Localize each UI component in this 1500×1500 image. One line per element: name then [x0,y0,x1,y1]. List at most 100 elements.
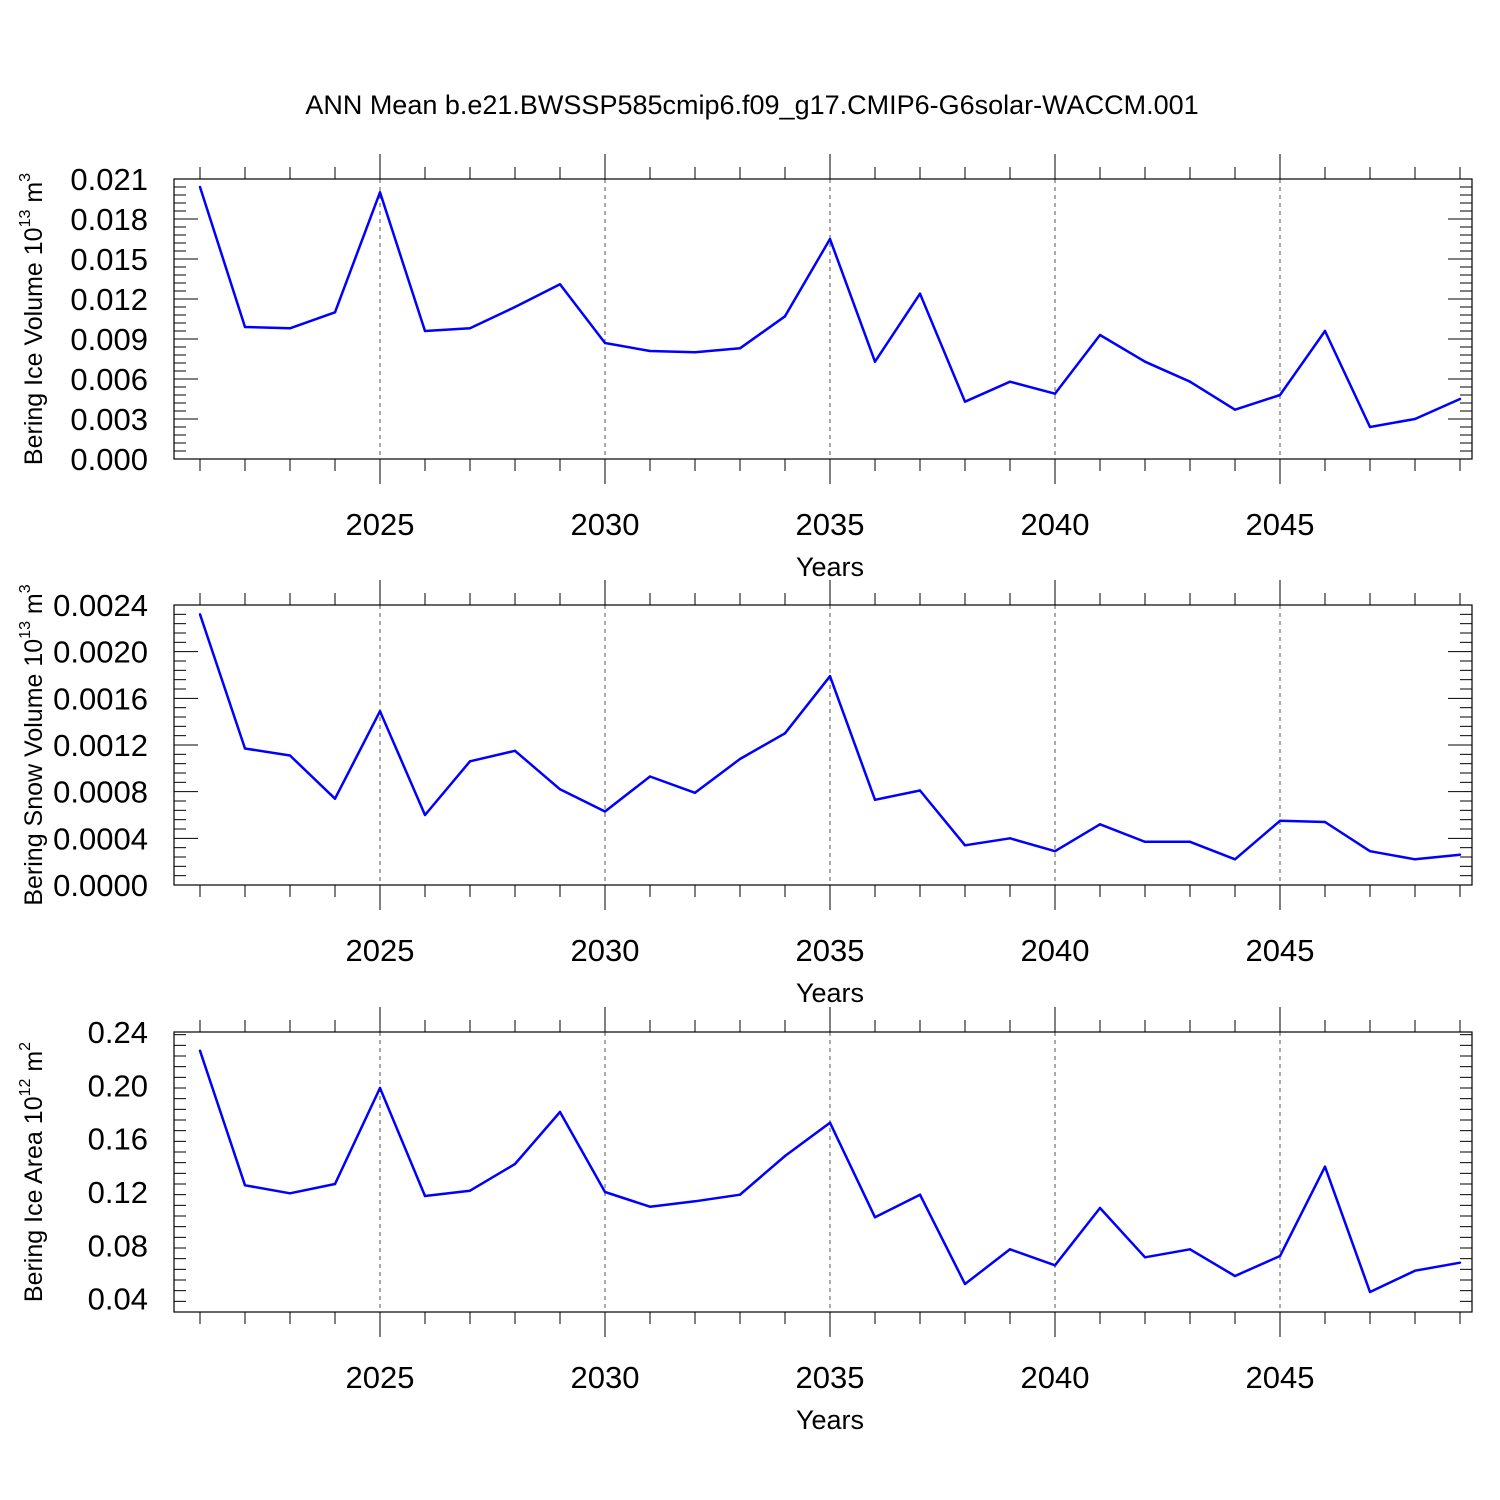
data-point-2034 [783,315,787,318]
data-point-2029 [558,1110,562,1114]
data-point-2032 [693,351,697,354]
y-tick-label: 0.003 [70,402,148,437]
data-point-2034 [783,1154,787,1158]
data-point-2035 [828,237,832,241]
data-point-2039 [1008,837,1012,840]
data-point-2022 [243,325,247,329]
data-point-2047 [1368,1290,1372,1294]
data-point-2029 [558,788,562,791]
panel-3: 0.04 0.08 0.12 0.16 0.20 0.24 2025 2030 2035 2040… [17,1007,1473,1435]
data-point-2038 [963,1282,967,1286]
x-tick-label: 2035 [796,507,865,542]
x-tick-label: 2040 [1021,1360,1090,1395]
data-point-2033 [738,347,742,350]
data-point-2036 [873,360,877,363]
data-point-2028 [513,305,517,309]
y-axis-label: Bering Ice Volume 1013 m3 [17,173,48,465]
x-tick-label: 2045 [1246,507,1315,542]
y-axis-label: Bering Snow Volume 1013 m3 [17,584,48,905]
x-axis-label: Years [796,1405,864,1435]
plot-frame [173,604,1473,886]
data-point-2021 [198,613,202,616]
x-tick-label: 2025 [346,507,415,542]
x-tick-label: 2035 [796,933,865,968]
y-tick-label: 0.018 [70,202,148,237]
data-point-2038 [963,844,967,847]
y-tick-label: 0.0016 [53,681,148,716]
x-tick-label: 2040 [1021,933,1090,968]
x-tick-label: 2045 [1246,1360,1315,1395]
data-point-2039 [1008,1248,1012,1251]
y-tick-label: 0.0024 [53,588,148,623]
data-point-2024 [333,1182,337,1186]
data-point-2033 [738,757,742,761]
data-point-2021 [198,185,202,189]
y-tick-label: 0.12 [88,1175,148,1210]
data-point-2027 [468,327,472,330]
data-point-2049 [1458,853,1462,856]
data-point-2037 [918,1193,922,1196]
data-point-2045 [1278,393,1282,397]
data-point-2030 [603,341,607,345]
data-point-2029 [558,283,562,286]
y-tick-label: 0.0000 [53,868,148,903]
data-point-2049 [1458,397,1462,401]
data-point-2042 [1143,360,1147,363]
data-point-2037 [918,292,922,295]
y-tick-label: 0.16 [88,1122,148,1157]
y-axis-label: Bering Ice Area 1012 m2 [17,1042,48,1302]
data-point-2042 [1143,840,1147,844]
data-point-2048 [1413,858,1417,861]
y-tick-label: 0.0004 [53,821,148,856]
y-tick-label: 0.012 [70,282,148,317]
data-point-2021 [198,1049,202,1052]
y-tick-label: 0.009 [70,322,148,357]
data-point-2043 [1188,840,1192,844]
data-point-2030 [603,810,607,813]
data-point-2035 [828,674,832,678]
data-point-2024 [333,797,337,800]
x-tick-label: 2030 [571,1360,640,1395]
data-point-2048 [1413,417,1417,421]
y-tick-label: 0.000 [70,442,148,477]
data-point-2023 [288,754,292,757]
data-point-2026 [423,813,427,817]
data-point-2023 [288,327,292,330]
x-tick-label: 2030 [571,933,640,968]
y-tick-label: 0.24 [88,1015,148,1050]
data-point-2031 [648,1205,652,1208]
y-tick-label: 0.0008 [53,775,148,810]
panel-2: 0.0000 0.0004 0.0008 0.0012 0.0016 0.0020 0.00… [17,580,1473,1008]
data-point-2028 [513,749,517,753]
y-tick-label: 0.006 [70,362,148,397]
data-point-2024 [333,311,337,314]
plot-frame [173,178,1473,460]
x-tick-label: 2030 [571,507,640,542]
data-point-2046 [1323,329,1327,333]
data-point-2039 [1008,380,1012,383]
data-point-2035 [828,1121,832,1124]
data-point-2041 [1098,333,1102,337]
data-point-2044 [1233,1274,1237,1278]
data-point-2042 [1143,1256,1147,1259]
y-tick-label: 0.0020 [53,635,148,670]
data-point-2025 [378,191,382,194]
data-point-2025 [378,1086,382,1090]
data-point-2045 [1278,819,1282,823]
data-point-2041 [1098,823,1102,826]
y-tick-label: 0.20 [88,1068,148,1103]
data-point-2031 [648,349,652,353]
y-tick-label: 0.0012 [53,728,148,763]
data-point-2040 [1053,1264,1057,1267]
data-point-2037 [918,789,922,792]
x-tick-label: 2045 [1246,933,1315,968]
y-tick-label: 0.015 [70,242,148,277]
data-point-2025 [378,709,382,713]
y-tick-label: 0.021 [70,162,148,197]
data-point-2044 [1233,858,1237,861]
data-point-2032 [693,1200,697,1203]
data-point-2022 [243,747,247,750]
data-point-2048 [1413,1269,1417,1272]
data-point-2044 [1233,408,1237,411]
x-tick-label: 2040 [1021,507,1090,542]
